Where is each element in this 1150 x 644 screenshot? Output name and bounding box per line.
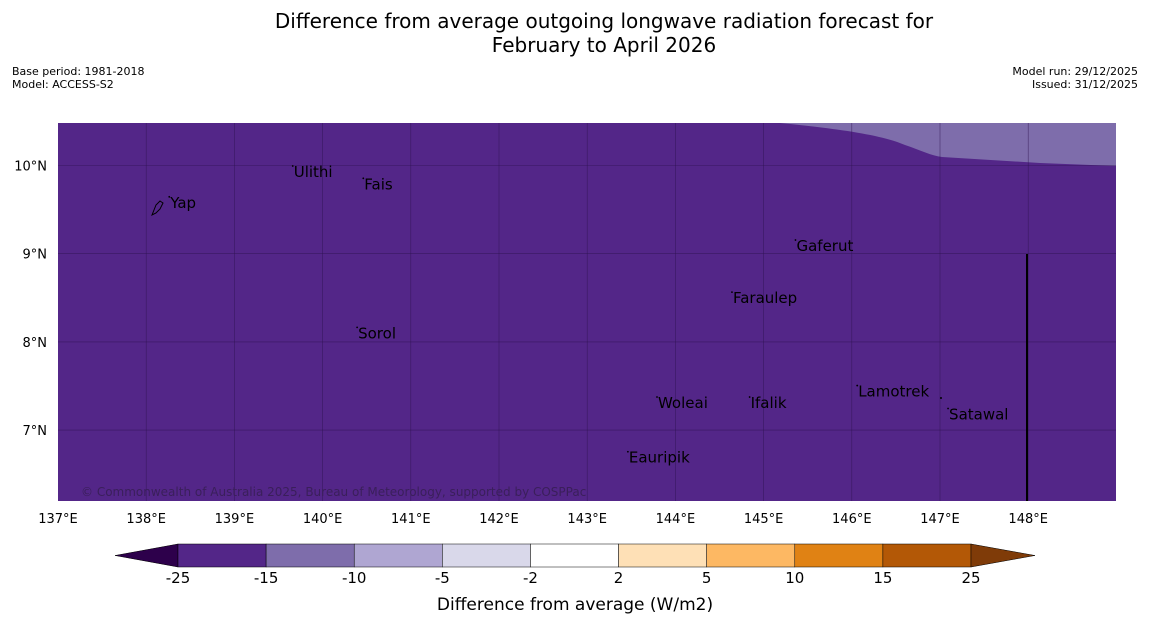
place-marker — [168, 195, 171, 198]
lat-tick-label: 9°N — [23, 248, 48, 263]
colorbar-tick: 25 — [961, 569, 980, 587]
place-marker — [856, 384, 859, 387]
place-label: Eauripik — [629, 449, 690, 467]
lon-tick-label: 145°E — [744, 512, 784, 527]
lon-tick-label: 142°E — [479, 512, 519, 527]
map-gridlines — [58, 123, 1116, 501]
lon-tick-label: 141°E — [391, 512, 431, 527]
small-island-dot — [940, 397, 942, 399]
colorbar-tick: 10 — [785, 569, 804, 587]
colorbar-tick: -25 — [166, 569, 191, 587]
lon-tick-label: 138°E — [126, 512, 166, 527]
metadata-right: Model run: 29/12/2025 Issued: 31/12/2025 — [1012, 65, 1138, 91]
colorbar-tick: -10 — [342, 569, 367, 587]
colorbar-tick: 15 — [873, 569, 892, 587]
place-marker — [626, 450, 629, 453]
colorbar-segment — [265, 543, 355, 568]
lon-tick-label: 146°E — [832, 512, 872, 527]
place-label: Satawal — [949, 406, 1008, 424]
lon-tick-label: 144°E — [656, 512, 696, 527]
place-label: Woleai — [658, 394, 708, 412]
lat-tick-label: 7°N — [23, 424, 48, 439]
place-label: Sorol — [358, 324, 396, 342]
colorbar-under-triangle — [114, 543, 179, 568]
map-title-line1: Difference from average outgoing longwav… — [274, 9, 934, 33]
place-label: Lamotrek — [858, 383, 929, 401]
place-label: Yap — [169, 194, 196, 212]
place-label: Ifalik — [751, 394, 787, 412]
lon-tick-label: 139°E — [215, 512, 255, 527]
lon-tick-label: 143°E — [567, 512, 607, 527]
map-title-line2: February to April 2026 — [491, 33, 717, 57]
place-label: Fais — [364, 175, 393, 193]
yap-island-shape — [151, 200, 164, 217]
place-label: Faraulep — [733, 289, 797, 307]
colorbar-label: Difference from average (W/m2) — [437, 595, 713, 615]
colorbar-segment — [530, 543, 619, 568]
colorbar-segment — [618, 543, 707, 568]
colorbar-segment — [442, 543, 531, 568]
lat-tick-label: 8°N — [23, 336, 48, 351]
map-title: Difference from average outgoing longwav… — [0, 9, 1150, 57]
place-label: Ulithi — [294, 163, 333, 181]
model-run-text: Model run: 29/12/2025 — [1012, 65, 1138, 78]
lon-tick-label: 137°E — [38, 512, 78, 527]
colorbar-tick: -15 — [254, 569, 279, 587]
place-marker — [291, 165, 294, 167]
place-marker — [748, 396, 751, 398]
place-marker — [794, 239, 797, 241]
place-labels: Yap Ulithi Fais Gaferut Faraulep Sorol Lamotre… — [168, 163, 1008, 467]
colorbar-segment — [706, 543, 796, 568]
colorbar-tick: 5 — [702, 569, 712, 587]
lon-tick-label: 148°E — [1008, 512, 1048, 527]
base-period-text: Base period: 1981-2018 — [12, 65, 145, 78]
model-text: Model: ACCESS-S2 — [12, 78, 114, 91]
copyright-text: © Commonwealth of Australia 2025, Bureau… — [81, 485, 586, 499]
colorbar — [114, 543, 1036, 568]
anomaly-region — [780, 123, 1116, 166]
colorbar-tick: -5 — [435, 569, 450, 587]
colorbar-segment — [794, 543, 884, 568]
lon-tick-label: 140°E — [303, 512, 343, 527]
colorbar-tick: 2 — [614, 569, 624, 587]
longitude-tick-labels: 137°E 138°E 139°E 140°E 141°E 142°E 143°E 144°E… — [38, 512, 1048, 527]
place-marker — [656, 396, 658, 398]
place-marker — [731, 291, 733, 293]
place-marker — [356, 326, 359, 329]
colorbar-over-triangle — [970, 543, 1036, 568]
lon-tick-label: 147°E — [920, 512, 960, 527]
colorbar-tick: -2 — [523, 569, 538, 587]
place-label: Gaferut — [796, 237, 853, 255]
colorbar-tick-labels: -25 -15 -10 -5 -2 2 5 10 15 25 — [166, 569, 981, 587]
place-marker — [947, 407, 949, 410]
latitude-tick-labels: 10°N 9°N 8°N 7°N — [14, 160, 47, 440]
colorbar-segment — [177, 543, 267, 568]
colorbar-segment — [882, 543, 972, 568]
issued-text: Issued: 31/12/2025 — [1031, 78, 1138, 91]
lat-tick-label: 10°N — [14, 160, 47, 175]
metadata-left: Base period: 1981-2018 Model: ACCESS-S2 — [12, 65, 144, 91]
colorbar-segment — [353, 543, 443, 568]
place-marker — [362, 177, 365, 180]
